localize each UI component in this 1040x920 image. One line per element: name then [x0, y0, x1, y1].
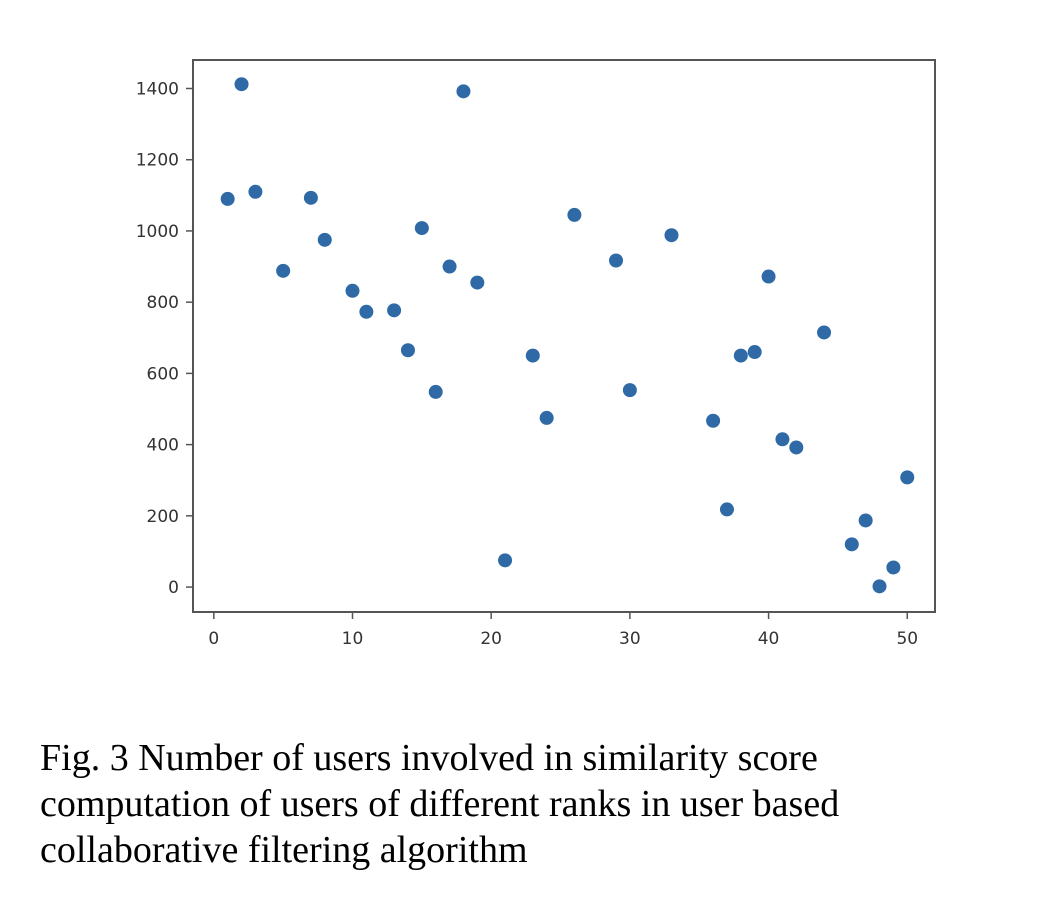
- data-point: [317, 232, 332, 247]
- data-point: [456, 84, 471, 99]
- x-tick-label: 50: [896, 629, 918, 649]
- data-point: [609, 253, 624, 268]
- data-point: [719, 502, 734, 517]
- data-point: [248, 184, 263, 199]
- data-point: [761, 269, 776, 284]
- data-point: [234, 77, 249, 92]
- data-point: [345, 283, 360, 298]
- data-point: [539, 410, 554, 425]
- data-point: [442, 259, 457, 274]
- plot-area: [192, 59, 936, 613]
- data-point: [303, 190, 318, 205]
- data-point: [872, 579, 887, 594]
- data-point: [858, 513, 873, 528]
- data-point: [789, 440, 804, 455]
- data-point: [400, 343, 415, 358]
- figure-caption: Fig. 3 Number of users involved in simil…: [40, 737, 840, 871]
- data-point: [428, 384, 443, 399]
- data-point: [886, 560, 901, 575]
- x-tick-label: 20: [480, 629, 502, 649]
- scatter-chart: 0 10 20 30 40 50 0 200 400 600 800 1000 1200 1400: [136, 59, 936, 649]
- data-point: [359, 304, 374, 319]
- data-points: [220, 77, 915, 594]
- x-tick-label: 30: [619, 629, 641, 649]
- data-point: [747, 345, 762, 360]
- y-tick-label: 1000: [136, 222, 179, 242]
- data-point: [276, 263, 291, 278]
- data-point: [706, 413, 721, 428]
- data-point: [470, 275, 485, 290]
- data-point: [733, 348, 748, 363]
- y-tick-label: 0: [168, 578, 179, 598]
- data-point: [567, 207, 582, 222]
- data-point: [775, 432, 790, 447]
- y-tick-label: 600: [147, 364, 179, 384]
- x-tick-label: 10: [342, 629, 364, 649]
- data-point: [622, 383, 637, 398]
- data-point: [844, 537, 859, 552]
- data-point: [220, 191, 235, 206]
- y-tick-label: 200: [147, 507, 179, 527]
- y-tick-label: 800: [147, 293, 179, 313]
- data-point: [387, 303, 402, 318]
- y-tick-label: 400: [147, 436, 179, 456]
- y-tick-label: 1200: [136, 151, 179, 171]
- chart-svg: 0 10 20 30 40 50 0 200 400 600 800 1000 1200 1400: [136, 59, 936, 649]
- data-point: [664, 228, 679, 243]
- y-axis: 0 200 400 600 800 1000 1200 1400: [136, 79, 193, 598]
- data-point: [414, 221, 429, 236]
- data-point: [498, 553, 513, 568]
- x-axis: 0 10 20 30 40 50: [208, 612, 918, 649]
- y-tick-label: 1400: [136, 79, 179, 99]
- data-point: [817, 325, 832, 340]
- data-point: [525, 348, 540, 363]
- x-tick-label: 0: [208, 629, 219, 649]
- x-tick-label: 40: [758, 629, 780, 649]
- data-point: [900, 470, 915, 485]
